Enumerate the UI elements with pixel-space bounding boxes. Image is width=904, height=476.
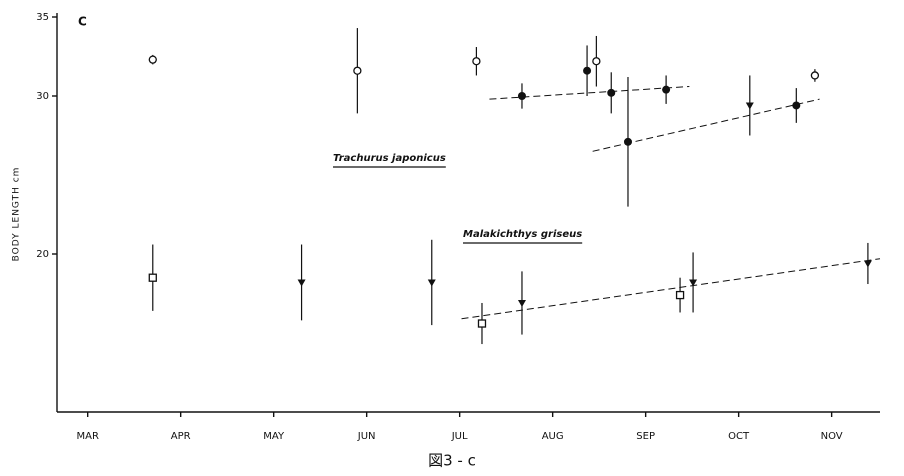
point — [623, 137, 632, 146]
y-tick-label: 20 — [36, 249, 49, 260]
point — [477, 319, 487, 328]
point — [592, 57, 601, 66]
point — [745, 102, 754, 110]
series-label: Trachurus japonicus — [333, 153, 446, 164]
panel-label: C — [78, 15, 87, 29]
point — [517, 92, 526, 100]
x-tick-label: MAY — [263, 431, 285, 442]
point — [517, 299, 526, 307]
point — [583, 66, 592, 75]
x-tick-label: NOV — [821, 431, 843, 442]
trend-line — [461, 258, 881, 320]
x-tick-label: MAR — [76, 431, 98, 442]
point — [607, 88, 616, 97]
y-tick-label: 30 — [36, 91, 49, 102]
point — [689, 279, 698, 287]
x-tick-label: AUG — [542, 431, 564, 442]
x-tick-label: JUN — [357, 431, 376, 442]
y-axis-label: BODY LENGTH cm — [12, 167, 22, 262]
caption: 図3 - c — [428, 452, 476, 470]
point — [353, 66, 362, 75]
point — [863, 260, 872, 268]
point — [297, 279, 306, 287]
point — [148, 273, 157, 282]
x-tick-label: APR — [171, 431, 191, 442]
y-tick-label: 35 — [36, 12, 49, 23]
point — [148, 55, 157, 64]
point — [427, 279, 436, 287]
series-label: Malakichthys griseus — [463, 229, 582, 240]
x-tick-label: OCT — [728, 431, 750, 442]
point — [662, 85, 671, 94]
point — [675, 290, 685, 300]
x-tick-label: SEP — [636, 431, 655, 442]
point — [810, 71, 820, 80]
point — [792, 101, 801, 110]
x-tick-label: JUL — [451, 431, 468, 442]
point — [472, 57, 481, 66]
